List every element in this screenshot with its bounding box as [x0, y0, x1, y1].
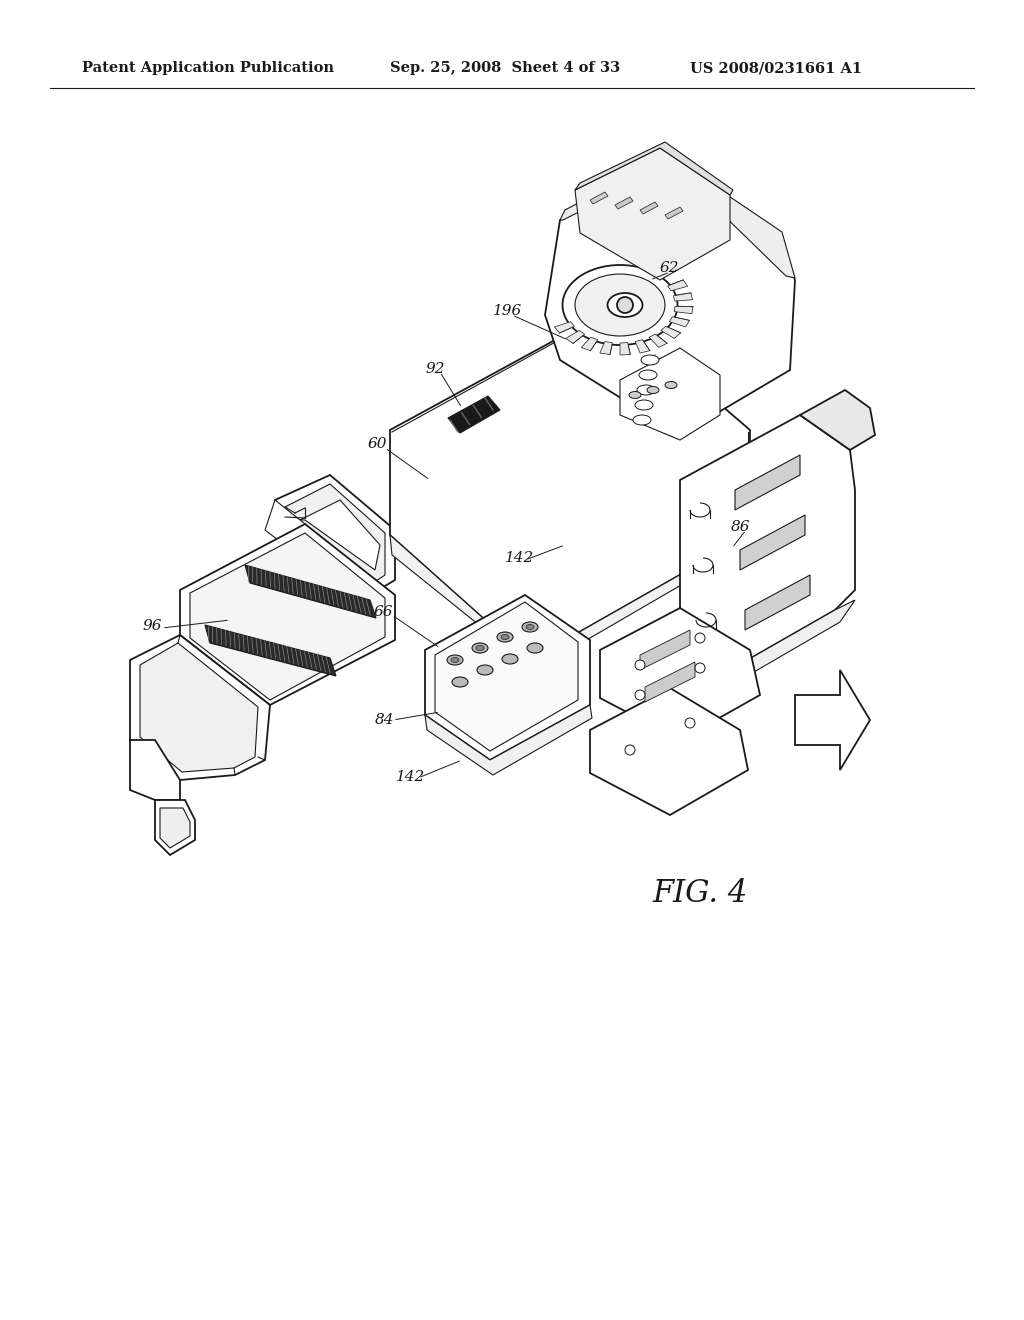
Ellipse shape — [522, 622, 538, 632]
Ellipse shape — [497, 632, 513, 642]
Polygon shape — [582, 337, 598, 351]
Polygon shape — [615, 197, 633, 209]
Polygon shape — [645, 663, 695, 702]
Polygon shape — [635, 339, 649, 352]
Polygon shape — [600, 609, 760, 741]
Polygon shape — [674, 293, 692, 301]
Circle shape — [695, 663, 705, 673]
Text: 96: 96 — [142, 619, 162, 634]
Polygon shape — [740, 515, 805, 570]
Polygon shape — [660, 326, 681, 338]
Polygon shape — [390, 535, 750, 671]
Text: 92: 92 — [425, 362, 444, 376]
Polygon shape — [620, 348, 720, 440]
Polygon shape — [275, 475, 395, 595]
Text: 84: 84 — [375, 713, 394, 727]
Text: 66: 66 — [374, 605, 393, 619]
Polygon shape — [285, 484, 385, 585]
Polygon shape — [600, 342, 612, 355]
Ellipse shape — [647, 387, 659, 393]
Ellipse shape — [501, 635, 509, 639]
Polygon shape — [649, 334, 667, 347]
Polygon shape — [130, 635, 270, 780]
Polygon shape — [680, 601, 855, 682]
Polygon shape — [130, 741, 180, 800]
Polygon shape — [670, 317, 689, 327]
Polygon shape — [795, 671, 870, 770]
Text: 142: 142 — [506, 550, 535, 565]
Polygon shape — [800, 389, 874, 450]
Text: Sep. 25, 2008  Sheet 4 of 33: Sep. 25, 2008 Sheet 4 of 33 — [390, 61, 621, 75]
Polygon shape — [575, 143, 733, 195]
Polygon shape — [449, 396, 500, 433]
Text: Patent Application Publication: Patent Application Publication — [82, 61, 334, 75]
Circle shape — [695, 634, 705, 643]
Polygon shape — [674, 306, 693, 314]
Polygon shape — [425, 595, 590, 760]
Ellipse shape — [633, 414, 651, 425]
Polygon shape — [190, 533, 385, 700]
Polygon shape — [180, 524, 395, 705]
Polygon shape — [425, 705, 592, 775]
Ellipse shape — [637, 385, 655, 395]
Polygon shape — [640, 202, 658, 214]
Polygon shape — [668, 280, 688, 290]
Polygon shape — [640, 630, 690, 671]
Ellipse shape — [641, 355, 659, 366]
Polygon shape — [205, 624, 336, 676]
Text: 196: 196 — [494, 304, 522, 318]
Ellipse shape — [452, 677, 468, 686]
Polygon shape — [390, 310, 750, 660]
Ellipse shape — [472, 643, 488, 653]
Polygon shape — [245, 565, 376, 618]
Circle shape — [635, 690, 645, 700]
Polygon shape — [620, 343, 630, 355]
Polygon shape — [680, 414, 855, 671]
Ellipse shape — [451, 657, 459, 663]
Ellipse shape — [447, 655, 463, 665]
Polygon shape — [590, 688, 748, 814]
Polygon shape — [554, 322, 574, 333]
Text: 86: 86 — [731, 520, 751, 535]
Polygon shape — [560, 154, 795, 279]
Polygon shape — [545, 165, 795, 436]
Polygon shape — [155, 800, 195, 855]
Text: FIG. 4: FIG. 4 — [652, 878, 748, 908]
Polygon shape — [140, 643, 258, 772]
Polygon shape — [575, 148, 730, 280]
Circle shape — [685, 718, 695, 729]
Circle shape — [635, 660, 645, 671]
Polygon shape — [590, 191, 608, 205]
Ellipse shape — [639, 370, 657, 380]
Ellipse shape — [527, 643, 543, 653]
Ellipse shape — [629, 392, 641, 399]
Circle shape — [617, 297, 633, 313]
Polygon shape — [665, 207, 683, 219]
Ellipse shape — [477, 665, 493, 675]
Polygon shape — [300, 500, 380, 570]
Polygon shape — [160, 808, 190, 847]
Ellipse shape — [502, 653, 518, 664]
Ellipse shape — [635, 400, 653, 411]
Ellipse shape — [476, 645, 484, 651]
Ellipse shape — [607, 293, 642, 317]
Polygon shape — [265, 500, 305, 553]
Polygon shape — [735, 455, 800, 510]
Text: US 2008/0231661 A1: US 2008/0231661 A1 — [690, 61, 862, 75]
Polygon shape — [565, 330, 585, 343]
Polygon shape — [745, 576, 810, 630]
Ellipse shape — [526, 624, 534, 630]
Text: 62: 62 — [659, 261, 679, 275]
Circle shape — [625, 744, 635, 755]
Text: 142: 142 — [396, 770, 426, 784]
Ellipse shape — [665, 381, 677, 388]
Polygon shape — [435, 602, 578, 751]
Ellipse shape — [562, 265, 678, 345]
Text: 60: 60 — [368, 437, 387, 451]
Ellipse shape — [575, 275, 665, 337]
